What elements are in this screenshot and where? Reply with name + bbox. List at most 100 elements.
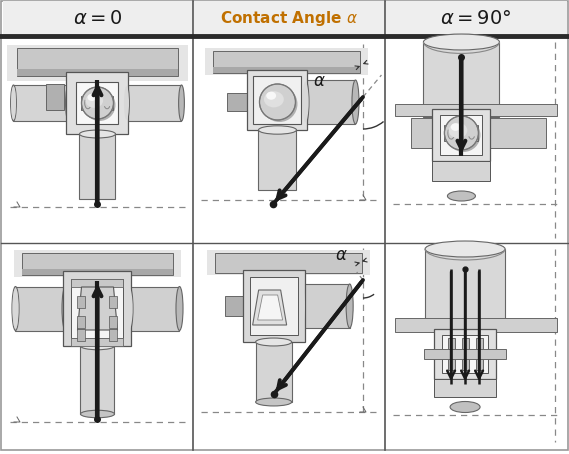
Bar [7, 45, 188, 81]
Ellipse shape [299, 286, 305, 326]
Text: $\alpha=0$: $\alpha=0$ [73, 9, 122, 28]
Bar [442, 335, 488, 373]
Bar [448, 338, 455, 370]
Bar [80, 134, 116, 199]
Circle shape [81, 87, 113, 119]
Bar [64, 271, 131, 346]
Bar [3, 1, 193, 36]
Ellipse shape [302, 82, 308, 122]
Ellipse shape [449, 123, 467, 138]
Bar [434, 379, 496, 397]
Ellipse shape [12, 286, 19, 331]
Ellipse shape [65, 85, 71, 121]
Bar [470, 125, 479, 141]
Bar [395, 318, 557, 332]
Bar [213, 67, 360, 73]
Bar [440, 115, 483, 155]
Ellipse shape [264, 91, 284, 108]
Bar [213, 51, 360, 73]
Polygon shape [258, 295, 283, 320]
Text: $\alpha$: $\alpha$ [335, 246, 347, 264]
Text: $\alpha=90°$: $\alpha=90°$ [440, 9, 512, 28]
Bar [425, 249, 505, 324]
Bar [17, 48, 178, 76]
Bar [386, 1, 567, 36]
Bar [250, 277, 298, 335]
Ellipse shape [126, 286, 133, 331]
Circle shape [444, 116, 479, 150]
Ellipse shape [298, 284, 305, 328]
Bar [126, 85, 182, 121]
Ellipse shape [258, 126, 296, 134]
Bar [207, 250, 370, 275]
Bar [461, 338, 469, 370]
Bar [215, 253, 362, 273]
Ellipse shape [62, 286, 69, 331]
Ellipse shape [80, 410, 114, 418]
Ellipse shape [266, 92, 276, 100]
Bar [490, 118, 546, 148]
Ellipse shape [447, 191, 476, 201]
Bar [476, 338, 483, 370]
Bar [302, 284, 349, 328]
Bar [72, 338, 123, 346]
Ellipse shape [88, 94, 96, 101]
Bar [444, 125, 453, 141]
Bar [77, 316, 85, 328]
Ellipse shape [179, 85, 184, 121]
Bar [242, 270, 304, 342]
Bar [15, 286, 65, 331]
Bar [109, 329, 118, 341]
Bar [306, 80, 356, 124]
Bar [434, 329, 496, 379]
Bar [424, 349, 506, 359]
Ellipse shape [255, 398, 292, 406]
Bar [67, 72, 129, 134]
Ellipse shape [302, 80, 309, 124]
Bar [81, 96, 89, 110]
Bar [248, 70, 307, 130]
Polygon shape [77, 287, 118, 330]
Circle shape [84, 89, 116, 121]
Bar [258, 130, 296, 190]
Bar [432, 109, 490, 161]
Bar [72, 279, 123, 338]
Ellipse shape [425, 241, 505, 257]
Polygon shape [253, 290, 287, 325]
Ellipse shape [255, 338, 292, 346]
Ellipse shape [346, 284, 353, 328]
Ellipse shape [80, 130, 116, 138]
Bar [80, 346, 114, 414]
Ellipse shape [176, 286, 183, 331]
Ellipse shape [126, 288, 133, 329]
Bar [423, 42, 500, 117]
Bar [432, 161, 490, 181]
Bar [194, 1, 385, 36]
Circle shape [447, 118, 480, 152]
Ellipse shape [85, 94, 103, 108]
Bar [14, 85, 68, 121]
Text: Contact Angle $\alpha$: Contact Angle $\alpha$ [220, 9, 358, 28]
Ellipse shape [13, 288, 19, 329]
Ellipse shape [423, 34, 500, 50]
Ellipse shape [450, 401, 480, 413]
Bar [255, 342, 292, 402]
Circle shape [259, 84, 295, 120]
Ellipse shape [123, 85, 129, 121]
Circle shape [262, 86, 298, 122]
Bar [77, 329, 85, 341]
Bar [109, 296, 118, 308]
Ellipse shape [352, 80, 359, 124]
Ellipse shape [451, 123, 460, 131]
Bar [17, 69, 178, 76]
Ellipse shape [11, 86, 16, 120]
Bar [47, 84, 64, 110]
Bar [14, 250, 181, 277]
Bar [228, 93, 248, 111]
Text: $\alpha$: $\alpha$ [314, 72, 326, 90]
Ellipse shape [124, 86, 129, 120]
Ellipse shape [80, 342, 114, 350]
Ellipse shape [11, 85, 17, 121]
Bar [225, 296, 242, 316]
Bar [205, 48, 368, 75]
